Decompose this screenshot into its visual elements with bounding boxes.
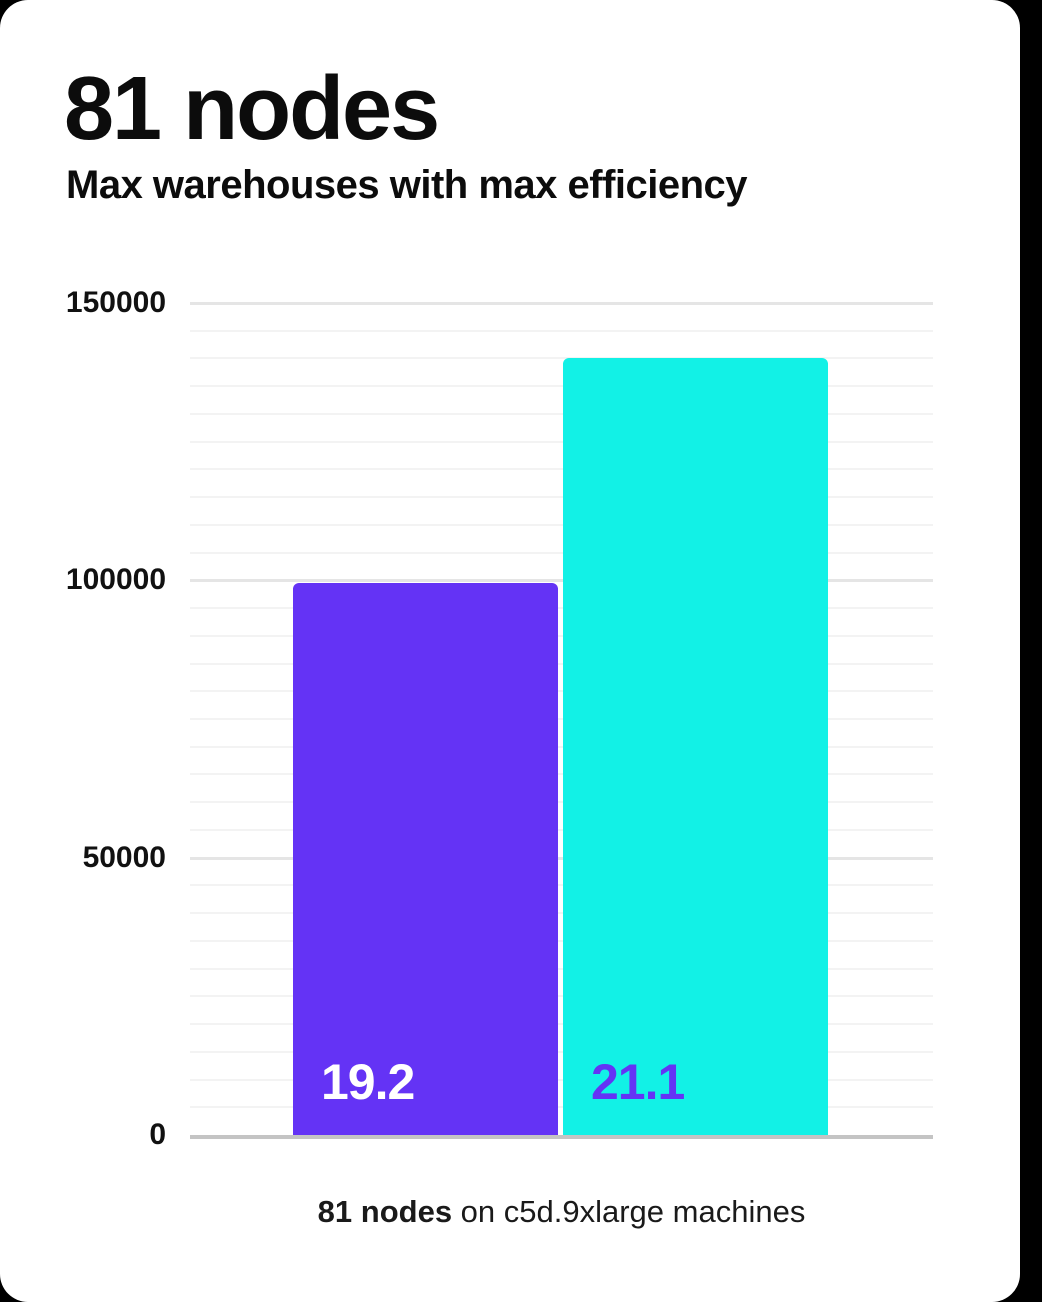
gridline-minor — [190, 662, 933, 665]
chart-caption: 81 nodes on c5d.9xlarge machines — [190, 1192, 933, 1232]
gridline-minor — [190, 939, 933, 942]
gridline-minor — [190, 496, 933, 499]
gridline-minor — [190, 357, 933, 360]
gridline-minor — [190, 634, 933, 637]
gridline-minor — [190, 773, 933, 776]
gridline-minor — [190, 329, 933, 332]
gridline-minor — [190, 385, 933, 388]
caption-regular-text: on c5d.9xlarge machines — [452, 1194, 806, 1229]
bar-1: 19.2 — [293, 583, 558, 1135]
gridline-minor — [190, 1078, 933, 1081]
gridline-major — [190, 302, 933, 305]
y-tick-label: 100000 — [65, 563, 166, 597]
y-tick-label: 0 — [149, 1118, 166, 1151]
page-subtitle: Max warehouses with max efficiency — [66, 163, 748, 207]
bar-value-label: 19.2 — [321, 1054, 415, 1110]
gridline-minor — [190, 912, 933, 915]
chart-card: 81 nodes Max warehouses with max efficie… — [0, 0, 1020, 1302]
gridline-minor — [190, 828, 933, 831]
gridline-major — [190, 579, 933, 583]
gridline-minor — [190, 412, 933, 415]
gridline-minor — [190, 690, 933, 693]
bar-value-label: 21.1 — [591, 1054, 685, 1110]
y-tick-label: 50000 — [82, 840, 166, 874]
caption-bold-text: 81 nodes — [317, 1194, 453, 1229]
y-tick-label: 150000 — [65, 286, 166, 319]
gridline-minor — [190, 718, 933, 720]
gridline-minor — [190, 967, 933, 970]
plot-area: 19.2 21.1 — [190, 302, 933, 1135]
gridline-minor — [190, 440, 933, 443]
bar-2: 21.1 — [563, 358, 828, 1135]
x-axis-line — [190, 1135, 933, 1139]
gridline-minor — [190, 1023, 933, 1026]
gridline-minor — [190, 1106, 933, 1109]
gridline-minor — [190, 551, 933, 554]
gridline-minor — [190, 801, 933, 804]
page-title: 81 nodes — [64, 59, 440, 159]
gridline-minor — [190, 468, 933, 471]
gridline-minor — [190, 745, 933, 748]
gridline-minor — [190, 995, 933, 998]
gridline-minor — [190, 523, 933, 526]
gridline-major — [190, 856, 933, 860]
gridline-minor — [190, 884, 933, 887]
gridline-minor — [190, 607, 933, 610]
gridline-minor — [190, 1050, 933, 1053]
y-axis-labels: 0 50000 100000 150000 — [0, 288, 166, 1150]
